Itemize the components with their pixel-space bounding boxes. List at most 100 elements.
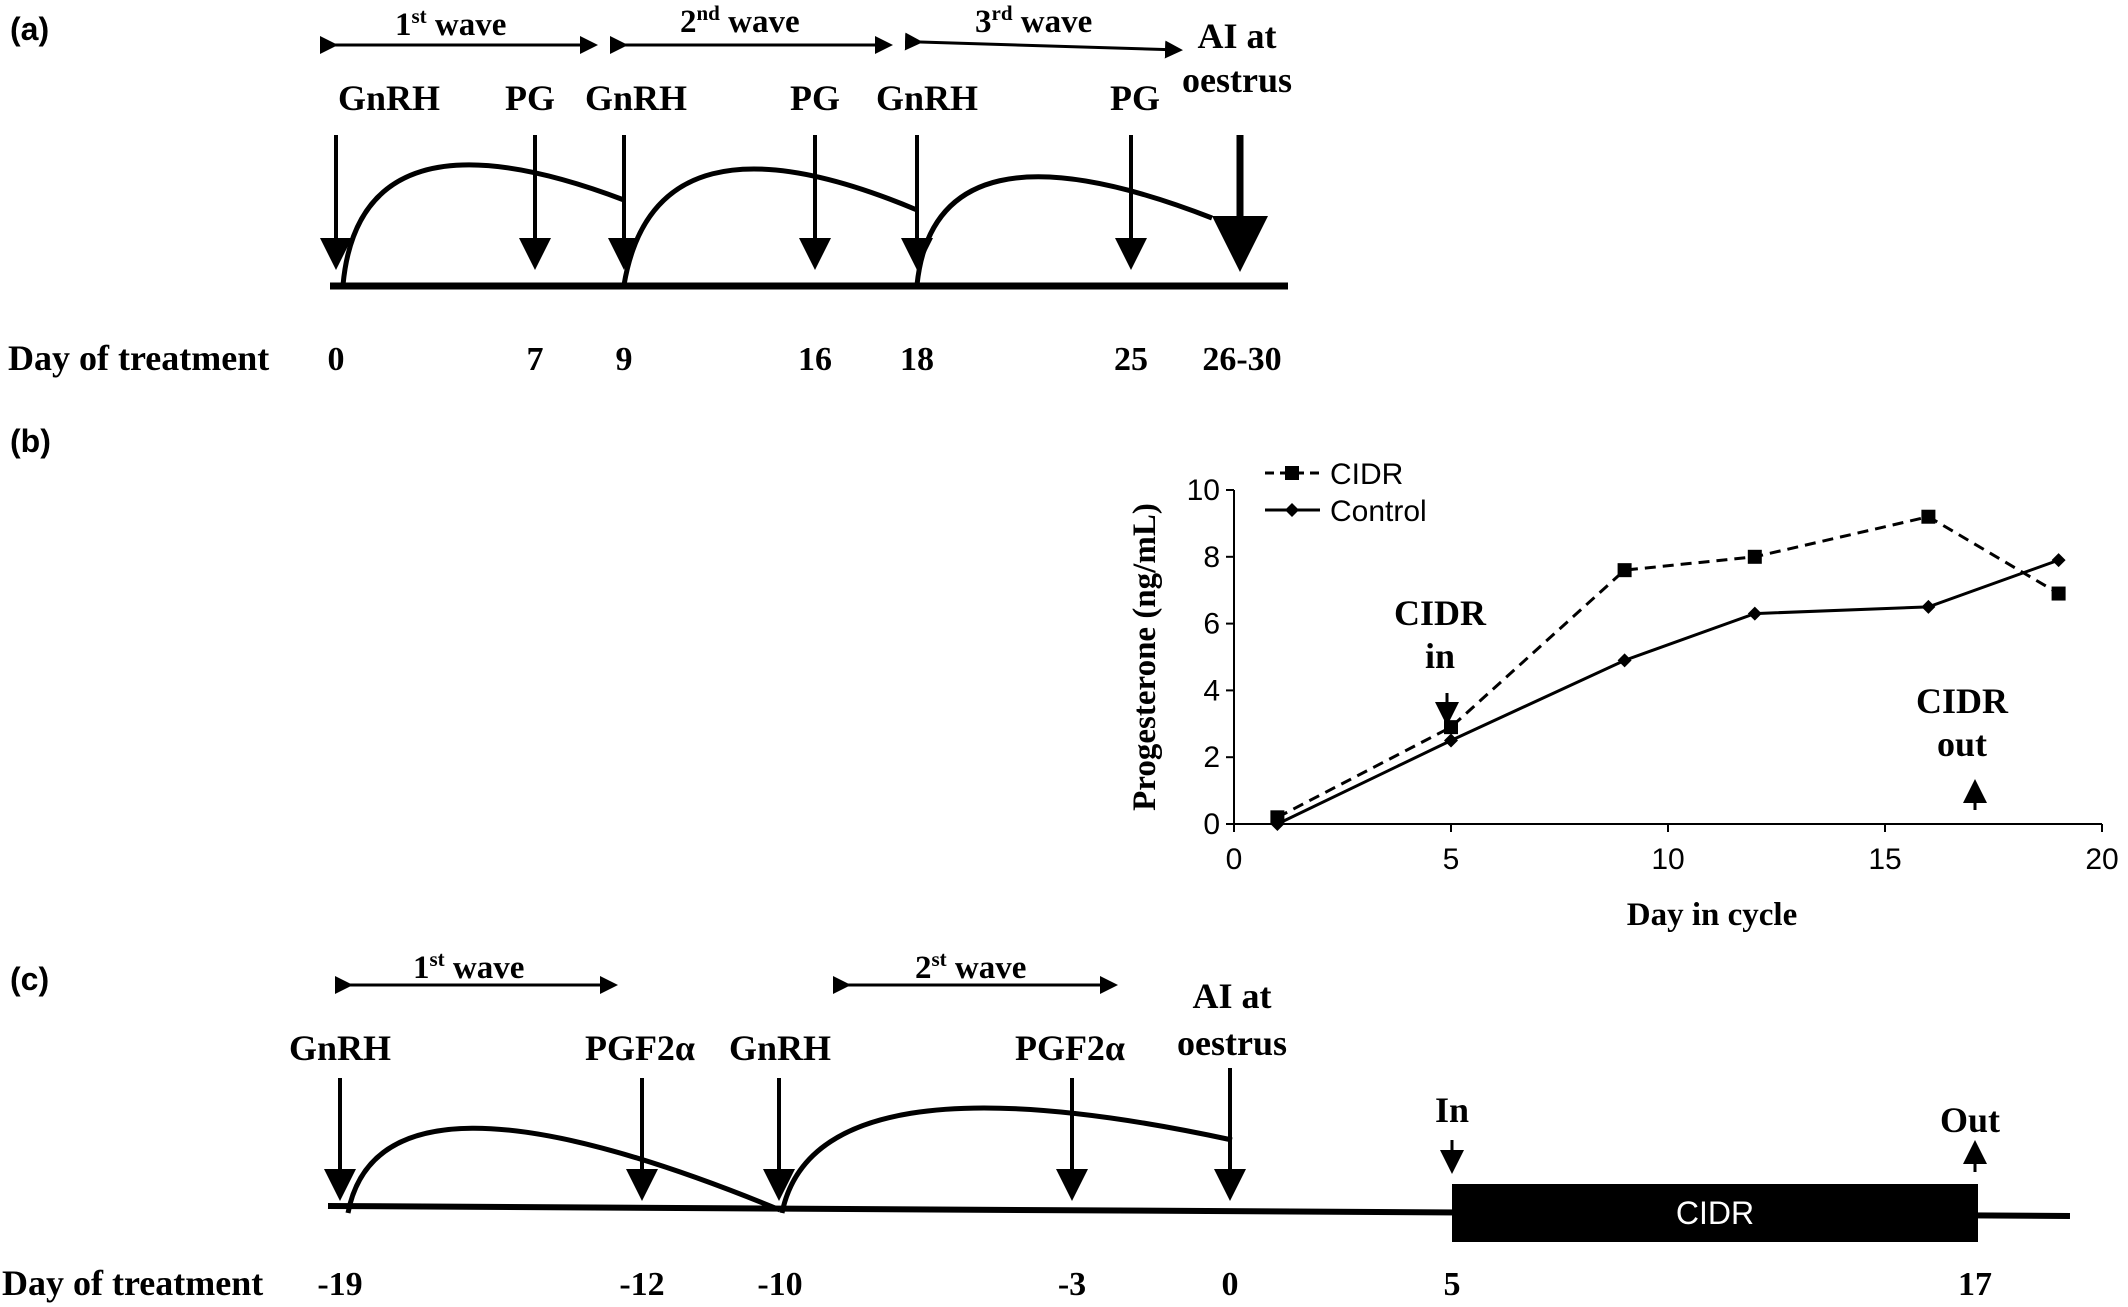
follicle-wave-arc-3 xyxy=(914,174,1213,286)
legend-cidr-label: CIDR xyxy=(1330,458,1403,491)
data-point-control xyxy=(1747,606,1762,621)
day-a-26-30: 26-30 xyxy=(1202,341,1281,378)
wave-arrow-3: 3rd wave xyxy=(904,1,1183,59)
panel-a: (a) 1st wave 2nd wave 3rd wave GnRH PG G… xyxy=(8,1,1292,378)
wave-arrow-c1: 1st wave xyxy=(335,947,618,994)
data-point-control xyxy=(1444,733,1458,748)
ai-label-line1: AI at xyxy=(1198,16,1277,56)
panel-c-label: (c) xyxy=(10,961,49,997)
wave-c1-number: 1 xyxy=(413,950,430,986)
y-axis-title: Progesterone (ng/mL) xyxy=(1127,503,1163,811)
data-point-cidr xyxy=(1747,549,1762,564)
ai-c-label-line2: oestrus xyxy=(1177,1023,1287,1063)
day-a-0: 0 xyxy=(328,341,345,378)
day-c-minus3: -3 xyxy=(1058,1266,1086,1303)
x-tick-label: 10 xyxy=(1651,843,1684,876)
follicle-wave-arc-c1 xyxy=(345,1125,781,1214)
svg-text:2st wave: 2st wave xyxy=(915,947,1026,986)
series-line-cidr xyxy=(1276,515,2060,819)
event-gnrh-day0: GnRH xyxy=(338,78,440,118)
wave-2-word: wave xyxy=(728,4,799,40)
annotation-cidr-in-line2: in xyxy=(1425,636,1455,676)
data-point-control xyxy=(1921,599,1936,614)
legend-control-label: Control xyxy=(1330,495,1427,528)
ai-label-line2: oestrus xyxy=(1182,60,1292,100)
event-c-pgf2a-1: PGF2α xyxy=(585,1028,695,1068)
wave-c2-number: 2 xyxy=(915,950,932,986)
data-point-control xyxy=(1270,817,1285,831)
x-tick-label: 5 xyxy=(1443,843,1460,876)
y-tick-label: 6 xyxy=(1203,608,1220,641)
wave-arrow-2: 2nd wave xyxy=(610,1,893,54)
wave-c2-suffix: st xyxy=(932,947,947,971)
x-axis-title: Day in cycle xyxy=(1627,897,1797,933)
wave-1-number: 1 xyxy=(395,7,412,43)
legend-control-marker xyxy=(1285,503,1299,517)
cidr-out-label: Out xyxy=(1940,1100,2000,1140)
wave-1-word: wave xyxy=(435,7,506,43)
y-tick-label: 4 xyxy=(1203,674,1220,707)
data-point-control xyxy=(2051,553,2066,568)
day-a-9: 9 xyxy=(616,341,633,378)
wave-c1-word: wave xyxy=(453,950,524,986)
y-tick-label: 0 xyxy=(1203,808,1220,841)
wave-2-number: 2 xyxy=(680,4,697,40)
day-c-5: 5 xyxy=(1444,1266,1461,1303)
svg-text:1st wave: 1st wave xyxy=(413,947,524,986)
svg-text:2nd wave: 2nd wave xyxy=(680,1,800,40)
panel-b: (b) 0 2 4 6 8 10 0 5 10 15 20 Progesterone (ng/mL… xyxy=(10,423,2119,933)
series-layer xyxy=(1270,509,2066,831)
wave-1-suffix: st xyxy=(412,4,427,28)
day-c-17: 17 xyxy=(1958,1266,1992,1303)
day-c-0: 0 xyxy=(1222,1266,1239,1303)
day-a-25: 25 xyxy=(1114,341,1148,378)
panel-a-label: (a) xyxy=(10,11,49,47)
y-ticks: 0 2 4 6 8 10 xyxy=(1187,474,1234,841)
data-point-control xyxy=(1617,653,1632,668)
event-c-gnrh-2: GnRH xyxy=(729,1028,831,1068)
wave-c1-suffix: st xyxy=(430,947,445,971)
x-tick-label: 20 xyxy=(2085,843,2118,876)
annotation-cidr-out-line1: CIDR xyxy=(1916,681,2009,721)
event-pg-day25: PG xyxy=(1110,78,1160,118)
panel-c: (c) 1st wave 2st wave GnRH PGF2α GnRH PG… xyxy=(2,947,2071,1303)
data-point-cidr xyxy=(1617,563,1632,578)
ai-c-label-line1: AI at xyxy=(1193,976,1272,1016)
event-gnrh-day18: GnRH xyxy=(876,78,978,118)
wave-3-word: wave xyxy=(1021,4,1092,40)
legend-cidr-marker xyxy=(1285,466,1299,480)
y-tick-label: 2 xyxy=(1203,741,1220,774)
progesterone-chart: 0 2 4 6 8 10 0 5 10 15 20 Progesterone (ng/mL) Da… xyxy=(1127,458,2119,933)
data-point-cidr xyxy=(1444,720,1458,735)
x-tick-label: 15 xyxy=(1868,843,1901,876)
day-of-treatment-label-c: Day of treatment xyxy=(2,1263,263,1303)
cidr-in-label: In xyxy=(1435,1090,1469,1130)
annotation-cidr-out-line2: out xyxy=(1937,724,1987,764)
wave-arrow-1: 1st wave xyxy=(320,4,598,54)
data-point-cidr xyxy=(1921,509,1936,524)
x-tick-label: 0 xyxy=(1226,843,1243,876)
cidr-insert-bar-label: CIDR xyxy=(1676,1195,1754,1231)
panel-b-label: (b) xyxy=(10,423,51,459)
x-ticks: 0 5 10 15 20 xyxy=(1226,824,2119,876)
event-pg-day16: PG xyxy=(790,78,840,118)
wave-c2-word: wave xyxy=(955,950,1026,986)
follicle-wave-arc-1 xyxy=(340,162,625,286)
day-a-7: 7 xyxy=(527,341,544,378)
event-gnrh-day9: GnRH xyxy=(585,78,687,118)
series-line-control xyxy=(1276,558,2060,826)
day-a-16: 16 xyxy=(798,341,832,378)
day-c-minus12: -12 xyxy=(619,1266,664,1303)
y-tick-label: 10 xyxy=(1187,474,1220,507)
legend: CIDR Control xyxy=(1265,458,1427,528)
event-c-pgf2a-2: PGF2α xyxy=(1015,1028,1125,1068)
day-of-treatment-label-a: Day of treatment xyxy=(8,338,269,378)
y-tick-label: 8 xyxy=(1203,541,1220,574)
wave-3-number: 3 xyxy=(975,4,992,40)
data-point-cidr xyxy=(2051,586,2066,601)
follicle-wave-arc-c2 xyxy=(779,1105,1233,1214)
wave-2-suffix: nd xyxy=(697,1,721,25)
day-a-18: 18 xyxy=(900,341,934,378)
day-c-minus10: -10 xyxy=(757,1266,802,1303)
cidr-insert-bar xyxy=(1452,1184,1978,1242)
